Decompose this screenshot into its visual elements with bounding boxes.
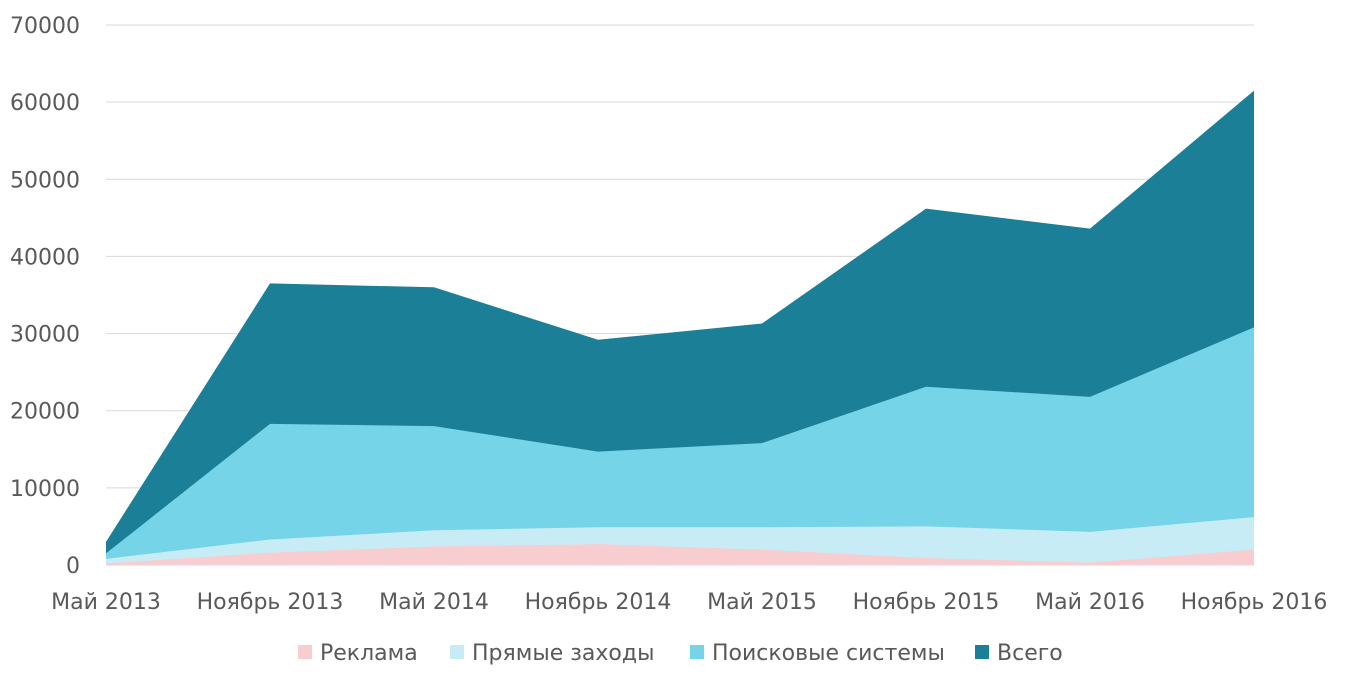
series-areas — [106, 90, 1254, 566]
x-tick-label: Май 2014 — [379, 590, 489, 615]
legend-swatch — [298, 645, 312, 659]
legend-swatch — [975, 645, 989, 659]
x-tick-label: Ноябрь 2016 — [1181, 590, 1328, 615]
y-tick-label: 40000 — [10, 245, 80, 270]
y-tick-label: 50000 — [10, 168, 80, 193]
legend-swatch — [450, 645, 464, 659]
x-tick-label: Май 2015 — [707, 590, 817, 615]
legend-label: Всего — [997, 641, 1063, 666]
legend-item-прямые-заходы[interactable]: Прямые заходы — [450, 641, 654, 666]
y-axis: 0 10000 20000 30000 40000 50000 60000 70000 — [10, 14, 80, 579]
y-tick-label: 10000 — [10, 477, 80, 502]
x-axis: Май 2013 Ноябрь 2013 Май 2014 Ноябрь 2014 Ма… — [51, 590, 1327, 615]
legend-swatch — [690, 645, 704, 659]
legend-label: Реклама — [320, 641, 418, 666]
legend[interactable]: Реклама Прямые заходы Поисковые системы Все… — [298, 641, 1063, 666]
x-tick-label: Ноябрь 2014 — [525, 590, 672, 615]
area-series-реклама[interactable] — [106, 544, 1254, 565]
y-tick-label: 0 — [66, 554, 80, 579]
legend-item-поисковые-системы[interactable]: Поисковые системы — [690, 641, 945, 666]
legend-item-реклама[interactable]: Реклама — [298, 641, 418, 666]
x-tick-label: Май 2013 — [51, 590, 161, 615]
x-tick-label: Май 2016 — [1035, 590, 1145, 615]
area-series-поисковые-системы[interactable] — [106, 327, 1254, 565]
y-tick-label: 70000 — [10, 14, 80, 39]
legend-label: Поисковые системы — [712, 641, 945, 666]
y-tick-label: 30000 — [10, 323, 80, 348]
legend-item-всего[interactable]: Всего — [975, 641, 1063, 666]
y-tick-label: 20000 — [10, 400, 80, 425]
y-tick-label: 60000 — [10, 91, 80, 116]
x-tick-label: Ноябрь 2015 — [853, 590, 1000, 615]
x-tick-label: Ноябрь 2013 — [197, 590, 344, 615]
legend-label: Прямые заходы — [472, 641, 654, 666]
